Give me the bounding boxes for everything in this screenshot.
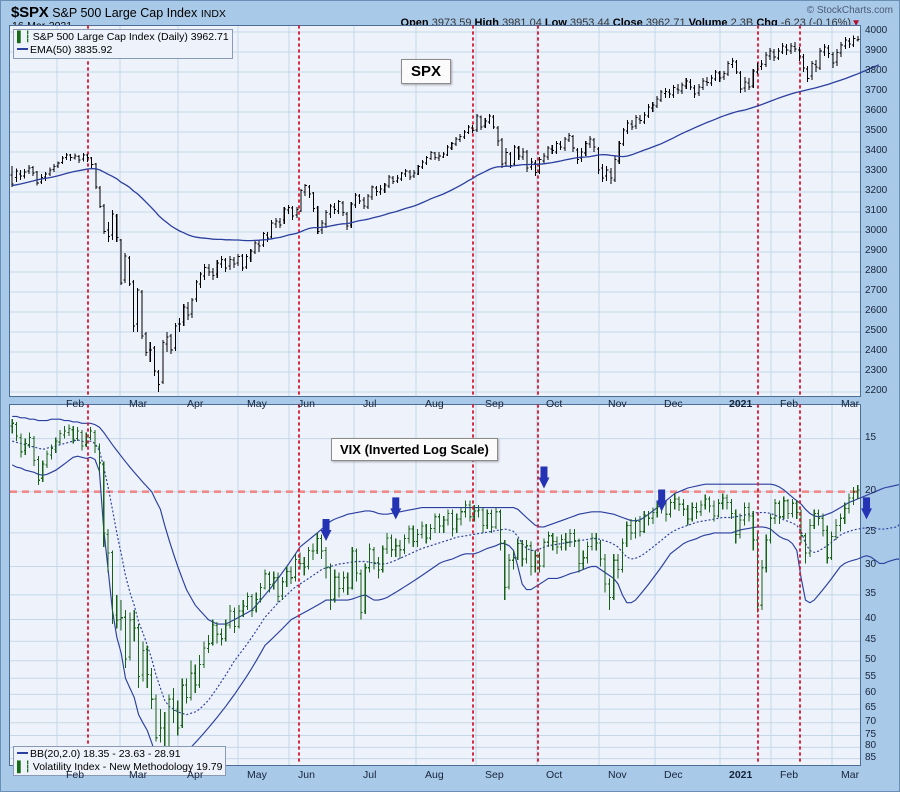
vix-y-tick-35: 35 [865,587,877,599]
vix-x-tick-Mar: Mar [841,769,860,781]
vix-panel [9,404,899,766]
spx-x-tick-Feb: Feb [66,398,85,410]
spx-legend-ema-row: EMA(50) 3835.92 [17,44,229,57]
vix-y-tick-80: 80 [865,740,877,752]
spx-y-tick-3400: 3400 [865,145,888,156]
vix-x-tick-Apr: Apr [187,769,204,781]
spx-x-tick-Oct: Oct [546,398,563,410]
spx-price-panel [9,25,880,397]
vix-y-tick-25: 25 [865,525,877,537]
vix-x-tick-Aug: Aug [425,769,444,781]
vix-x-tick-Dec: Dec [664,769,683,781]
vix-y-tick-60: 60 [865,687,877,699]
vix-annotation-label: VIX (Inverted Log Scale) [331,438,498,461]
spx-y-tick-3200: 3200 [865,185,888,196]
vix-y-tick-20: 20 [865,484,877,496]
spx-x-tick-Jul: Jul [363,398,377,410]
spx-x-tick-Apr: Apr [187,398,204,410]
vix-signal-arrow [390,497,402,520]
spx-y-tick-2900: 2900 [865,245,888,256]
spx-x-tick-May: May [247,398,267,410]
spx-y-tick-3600: 3600 [865,105,888,116]
spx-x-tick-Aug: Aug [425,398,444,410]
ticker-name: S&P 500 Large Cap Index [52,6,198,20]
vix-bar-glyph-icon: ▌┆ [17,760,31,773]
vix-x-tick-May: May [247,769,267,781]
spx-y-tick-2400: 2400 [865,345,888,356]
vix-signal-arrow [320,519,332,542]
vix-y-tick-45: 45 [865,634,877,646]
vix-legend: BB(20,2.0) 18.35 - 23.63 - 28.91 ▌┆ Volat… [13,746,227,776]
spx-y-tick-3900: 3900 [865,45,888,56]
spx-x-tick-Sep: Sep [485,398,504,410]
vix-plot [10,404,899,766]
vix-x-tick-Feb: Feb [66,769,85,781]
spx-y-tick-3300: 3300 [865,165,888,176]
vix-y-tick-55: 55 [865,671,877,683]
vix-x-tick-Oct: Oct [546,769,563,781]
spx-x-tick-2021: 2021 [729,398,753,410]
spx-legend-price-row: ▌┆ S&P 500 Large Cap Index (Daily) 3962.7… [17,31,229,44]
vix-y-tick-85: 85 [865,751,877,763]
spx-y-tick-3000: 3000 [865,225,888,236]
spx-legend-ema: EMA(50) 3835.92 [30,43,113,56]
stockcharts-branding: © StockCharts.com [806,5,893,16]
chart-title: $SPX S&P 500 Large Cap Index INDX [11,4,226,21]
vix-y-tick-50: 50 [865,653,877,665]
spx-legend-price: S&P 500 Large Cap Index (Daily) 3962.71 [32,31,229,43]
ticker-asset-class: INDX [200,8,226,20]
vix-signal-arrow [656,489,668,512]
spx-y-tick-2200: 2200 [865,385,888,396]
spx-x-tick-Jun: Jun [298,398,315,410]
vix-legend-vix: Volatility Index - New Methodology 19.79 [32,760,223,773]
vix-legend-bb-row: BB(20,2.0) 18.35 - 23.63 - 28.91 [17,748,222,761]
vix-x-tick-Feb: Feb [780,769,799,781]
ema-line-swatch-icon [17,47,28,50]
vix-y-tick-15: 15 [865,431,877,443]
vix-x-tick-2021: 2021 [729,769,753,781]
spx-y-tick-3500: 3500 [865,125,888,136]
spx-annotation-label: SPX [401,59,452,84]
vix-x-tick-Nov: Nov [608,769,627,781]
spx-x-tick-Mar: Mar [129,398,148,410]
spx-x-tick-Nov: Nov [608,398,627,410]
spx-legend: ▌┆ S&P 500 Large Cap Index (Daily) 3962.7… [13,29,233,59]
vix-x-tick-Jul: Jul [363,769,377,781]
vix-legend-vix-row: ▌┆ Volatility Index - New Methodology 19.… [17,761,222,774]
spx-y-tick-4000: 4000 [865,25,888,36]
vix-signal-arrow [861,497,873,520]
spx-y-tick-2700: 2700 [865,285,888,296]
change-down-arrow-icon: ▼ [851,18,861,29]
spx-y-tick-2800: 2800 [865,265,888,276]
vix-y-tick-65: 65 [865,702,877,714]
spx-y-tick-3700: 3700 [865,85,888,96]
vix-signal-arrow [538,466,550,489]
vix-x-tick-Jun: Jun [298,769,315,781]
spx-y-tick-3100: 3100 [865,205,888,216]
spx-y-tick-2600: 2600 [865,305,888,316]
spx-x-tick-Mar: Mar [841,398,860,410]
vix-y-tick-70: 70 [865,715,877,727]
ticker-symbol: $SPX [11,4,49,21]
spx-x-tick-Dec: Dec [664,398,683,410]
vix-legend-bb: BB(20,2.0) 18.35 - 23.63 - 28.91 [30,748,181,760]
vix-x-tick-Mar: Mar [129,769,148,781]
bb-line-swatch-icon [17,752,28,754]
spx-y-tick-2300: 2300 [865,365,888,376]
spx-y-tick-3800: 3800 [865,65,888,76]
spx-x-tick-Feb: Feb [780,398,799,410]
vix-y-tick-75: 75 [865,728,877,740]
spx-y-tick-2500: 2500 [865,325,888,336]
vix-y-tick-40: 40 [865,612,877,624]
vix-x-tick-Sep: Sep [485,769,504,781]
price-bar-glyph-icon: ▌┆ [17,31,31,43]
vix-y-tick-30: 30 [865,559,877,571]
